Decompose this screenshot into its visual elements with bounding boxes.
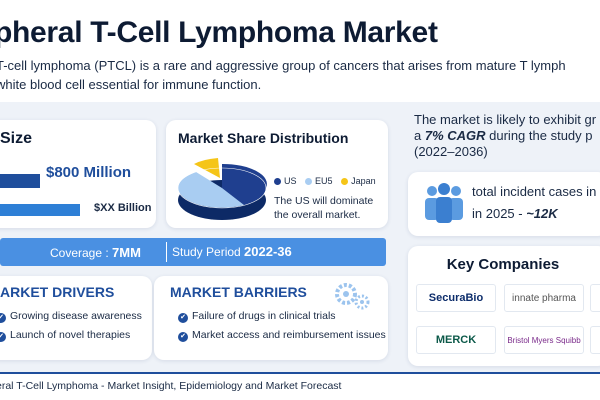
study-period-label: Study Period xyxy=(172,245,245,259)
legend-dot-japan xyxy=(341,178,349,185)
cagr-line-3: (2022–2036) xyxy=(414,144,488,159)
footer-text: eral T-Cell Lymphoma - Market Insight, E… xyxy=(0,380,342,392)
check-icon: ✔ xyxy=(0,313,6,323)
cagr-line-1: The market is likely to exhibit gr xyxy=(414,112,597,127)
market-barriers-card: MARKET BARRIERS ✔ Failure of drugs in cli… xyxy=(154,276,388,360)
legend-item-us: US xyxy=(274,176,297,186)
study-period-text: Study Period 2022-36 xyxy=(172,244,292,259)
coverage-text: Coverage : 7MM xyxy=(50,245,141,260)
cagr-line-2: a 7% CAGR during the study p xyxy=(414,128,593,143)
legend-item-eu5: EU5 xyxy=(305,176,333,186)
check-icon: ✔ xyxy=(178,313,188,323)
merck-logo: MERCK xyxy=(416,326,496,354)
check-icon: ✔ xyxy=(0,332,6,342)
check-icon: ✔ xyxy=(178,332,188,342)
page-title: pheral T-Cell Lymphoma Market xyxy=(0,16,438,49)
gears-icon xyxy=(335,283,370,310)
description-line-1: T-cell lymphoma (PTCL) is a rare and agg… xyxy=(0,58,566,73)
market-size-value-current: $800 Million xyxy=(46,164,132,181)
market-barriers-title: MARKET BARRIERS xyxy=(170,284,307,300)
key-companies-title: Key Companies xyxy=(446,256,560,273)
company-logo-partial xyxy=(590,284,600,312)
market-share-note: The US will dominate the overall market. xyxy=(274,194,373,222)
market-share-title: Market Share Distribution xyxy=(178,130,349,146)
innate-pharma-logo: innate pharma xyxy=(504,284,584,312)
study-period-value: 2022-36 xyxy=(244,244,292,259)
footer-divider xyxy=(0,372,600,374)
market-drivers-card: ARKET DRIVERS ✔ Growing disease awareness… xyxy=(0,276,152,360)
driver-item: ✔ Growing disease awareness xyxy=(0,310,142,323)
market-size-title: Size xyxy=(0,130,33,147)
driver-item: ✔ Launch of novel therapies xyxy=(0,329,130,342)
pie-chart-icon xyxy=(177,158,267,220)
legend-item-japan: Japan xyxy=(341,176,376,186)
market-share-legend: US EU5 Japan xyxy=(274,176,382,186)
barrier-item: ✔ Market access and reimbursement issues xyxy=(178,329,386,342)
market-size-bar-future xyxy=(0,204,80,216)
incidence-line-2: in 2025 - ~12K xyxy=(472,206,558,221)
cagr-value: 7% CAGR xyxy=(424,128,486,143)
market-share-note-line-2: the overall market. xyxy=(274,209,361,221)
description-line-2: white blood cell essential for immune fu… xyxy=(0,77,262,92)
legend-dot-us xyxy=(274,178,281,185)
market-share-card: Market Share Distribution US EU5 Japan T… xyxy=(166,120,388,228)
page-description: T-cell lymphoma (PTCL) is a rare and agg… xyxy=(0,56,566,94)
market-size-bar-current xyxy=(0,174,40,188)
cagr-text: The market is likely to exhibit gr a 7% … xyxy=(414,112,596,160)
bristol-myers-squibb-logo: Bristol Myers Squibb xyxy=(504,326,584,354)
market-size-card: Size $800 Million $XX Billion xyxy=(0,120,156,228)
incidence-line-1: total incident cases in xyxy=(472,184,597,199)
incidence-value: ~12K xyxy=(526,206,558,221)
barrier-item: ✔ Failure of drugs in clinical trials xyxy=(178,310,336,323)
securabio-logo: SecuraBio xyxy=(416,284,496,312)
people-icon xyxy=(425,183,463,223)
market-size-value-future: $XX Billion xyxy=(94,202,152,214)
incidence-card: total incident cases in in 2025 - ~12K xyxy=(408,172,600,236)
coverage-bar xyxy=(0,238,386,266)
market-drivers-title: ARKET DRIVERS xyxy=(0,284,115,300)
legend-dot-eu5 xyxy=(305,178,313,185)
key-companies-card: Key Companies SecuraBio innate pharma ME… xyxy=(408,246,600,366)
company-logo-partial xyxy=(590,326,600,354)
coverage-label: Coverage : xyxy=(50,246,113,260)
coverage-divider xyxy=(166,242,167,262)
coverage-value: 7MM xyxy=(112,245,141,260)
market-share-note-line-1: The US will dominate xyxy=(274,195,374,207)
